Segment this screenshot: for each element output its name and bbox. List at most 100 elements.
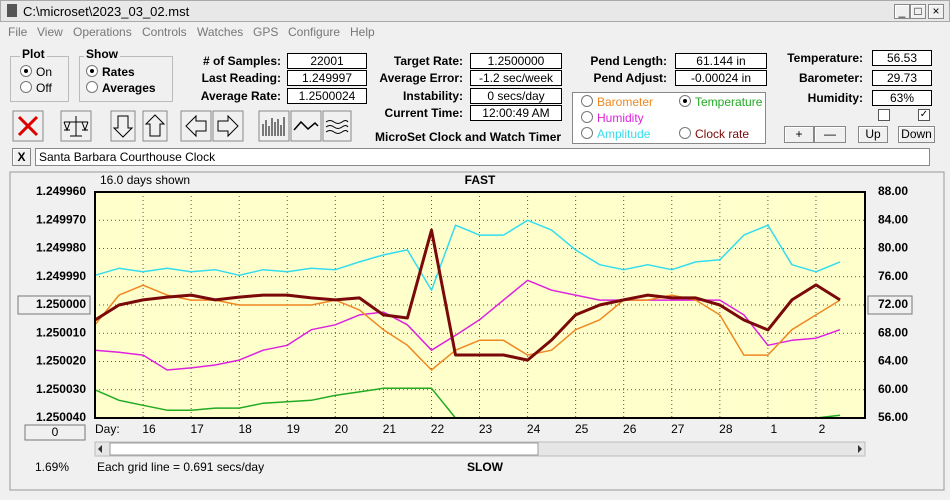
legend-label: Humidity xyxy=(597,111,644,125)
readout-label: Average Rate: xyxy=(200,89,281,103)
y-tick-label: 1.250000 xyxy=(36,297,86,311)
legend-item[interactable]: Amplitude xyxy=(581,127,650,141)
checkbox[interactable] xyxy=(878,109,890,121)
window-title: C:\microset\2023_03_02.mst xyxy=(23,4,190,19)
readout-label: Humidity: xyxy=(807,91,863,105)
legend-item[interactable]: Clock rate xyxy=(679,127,749,141)
scrollbar[interactable] xyxy=(94,441,866,457)
tool-button[interactable] xyxy=(110,110,136,142)
legend-label: Temperature xyxy=(695,95,763,109)
y2-tick-label: 56.00 xyxy=(878,410,908,424)
button[interactable]: — xyxy=(814,126,846,143)
readout-label: Pend Length: xyxy=(590,54,667,68)
readout-label: Instability: xyxy=(402,89,463,103)
tick-button xyxy=(867,295,913,315)
y2-tick-label: 68.00 xyxy=(878,325,908,339)
menu-item[interactable]: Configure xyxy=(288,25,341,39)
radio[interactable] xyxy=(679,95,691,107)
menu-item[interactable]: Watches xyxy=(197,25,244,39)
x-tick-label: 21 xyxy=(383,422,397,436)
button[interactable]: Up xyxy=(858,126,888,143)
x-tick-label: 22 xyxy=(431,422,445,436)
tool-button[interactable] xyxy=(258,110,290,142)
radio-label: On xyxy=(36,65,53,79)
tool-button[interactable] xyxy=(142,110,168,142)
legend-item[interactable]: Humidity xyxy=(581,111,644,125)
readout-value: -0.00024 in xyxy=(675,70,767,86)
legend-item[interactable]: Barometer xyxy=(581,95,653,109)
tool-button[interactable] xyxy=(12,110,44,142)
x-tick-label: 17 xyxy=(190,422,204,436)
menu-item[interactable]: File xyxy=(8,25,28,39)
y2-tick-label: 76.00 xyxy=(878,269,908,283)
button[interactable]: + xyxy=(784,126,814,143)
radio[interactable]: On xyxy=(20,65,52,79)
y2-tick-label: 88.00 xyxy=(878,184,908,198)
chart: 1.249960 1.249970 1.249980 1.249990 1.250000… xyxy=(9,171,945,491)
radio-label: Averages xyxy=(102,81,156,95)
radio[interactable] xyxy=(679,127,691,139)
x-tick-label: 20 xyxy=(335,422,349,436)
readout-value: 63% xyxy=(872,90,932,106)
radio[interactable]: Averages xyxy=(86,81,156,95)
tool-button[interactable] xyxy=(322,110,352,142)
readout-label: Target Rate: xyxy=(393,54,463,68)
menu-item[interactable]: Help xyxy=(350,25,375,39)
readout-value: 1.2500024 xyxy=(287,88,367,104)
readout-value: 12:00:49 AM xyxy=(470,105,562,121)
tool-button[interactable] xyxy=(180,110,212,142)
y-tick-label: 1.249960 xyxy=(36,184,86,198)
title-bar: C:\microset\2023_03_02.mst _ □ × xyxy=(0,0,950,22)
clear-button[interactable]: X xyxy=(12,148,31,166)
y-tick-label: 1.250040 xyxy=(36,410,86,424)
menu-item[interactable]: Controls xyxy=(142,25,187,39)
radio[interactable] xyxy=(581,111,593,123)
group-title: Show xyxy=(84,47,120,61)
radio[interactable] xyxy=(581,95,593,107)
minimize[interactable]: _ xyxy=(894,4,910,19)
radio[interactable]: Rates xyxy=(86,65,135,79)
x-tick-label: 2 xyxy=(819,422,826,436)
readout-value: 56.53 xyxy=(872,50,932,66)
scroll-thumb xyxy=(109,442,539,456)
offset-value: 0 xyxy=(52,425,59,439)
y2-tick-label: 64.00 xyxy=(878,354,908,368)
checkbox[interactable]: ✓ xyxy=(918,109,930,121)
readout-label: Current Time: xyxy=(384,106,463,120)
x-tick-label: 24 xyxy=(527,422,541,436)
legend-label: Barometer xyxy=(597,95,654,109)
y2-tick-label: 80.00 xyxy=(878,241,908,255)
button[interactable]: Down xyxy=(898,126,935,143)
tool-button[interactable] xyxy=(290,110,322,142)
toolbar-icons xyxy=(12,110,352,142)
menu-item[interactable]: GPS xyxy=(253,25,279,39)
x-tick-label: 19 xyxy=(287,422,301,436)
readout-value: 22001 xyxy=(287,53,367,69)
plot-border xyxy=(94,191,866,419)
slow-label: SLOW xyxy=(467,460,504,474)
tick-button xyxy=(17,295,91,315)
group-title: Plot xyxy=(20,47,47,61)
menu-item[interactable]: Operations xyxy=(73,25,132,39)
maximize[interactable]: □ xyxy=(910,4,926,19)
legend-item[interactable]: Temperature xyxy=(679,95,762,109)
series-line xyxy=(94,279,841,371)
radio[interactable] xyxy=(581,127,593,139)
tool-button[interactable] xyxy=(60,110,92,142)
radio[interactable]: Off xyxy=(20,81,52,95)
toolbar xyxy=(12,110,352,142)
series-line xyxy=(94,219,841,291)
tool-button[interactable] xyxy=(212,110,244,142)
app-title: MicroSet Clock and Watch Timer xyxy=(375,130,562,144)
clock-name-field[interactable]: Santa Barbara Courthouse Clock xyxy=(35,148,930,166)
show-group xyxy=(79,56,173,102)
readout-value: 1.2500000 xyxy=(470,53,562,69)
readout-value: 0 secs/day xyxy=(470,88,562,104)
menu-item[interactable]: View xyxy=(37,25,63,39)
grid-note: Each grid line = 0.691 secs/day xyxy=(97,460,264,474)
y-tick-label: 1.249970 xyxy=(36,212,86,226)
y-tick-label: 1.249990 xyxy=(36,269,86,283)
y2-tick-label: 84.00 xyxy=(878,212,908,226)
x-tick-label: 23 xyxy=(479,422,493,436)
close[interactable]: × xyxy=(928,4,944,19)
